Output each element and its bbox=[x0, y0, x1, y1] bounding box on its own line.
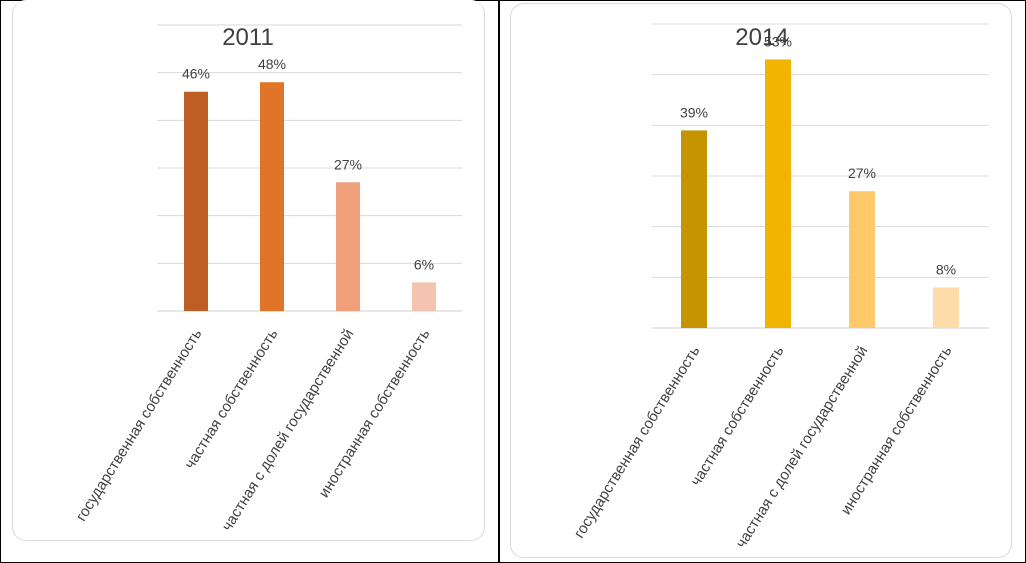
data-label: 53% bbox=[764, 33, 792, 49]
category-tick-label: государственная собственность bbox=[571, 343, 704, 541]
chart-card-2011 bbox=[12, 0, 485, 541]
bar bbox=[260, 82, 284, 311]
category-tick-label: частная с долей государственной bbox=[219, 326, 358, 534]
data-label: 27% bbox=[334, 156, 362, 172]
bar bbox=[412, 282, 436, 311]
bar bbox=[765, 59, 791, 328]
chart-card-2014 bbox=[510, 3, 1012, 558]
data-label: 8% bbox=[936, 261, 956, 277]
chart-2014: 39% государственная собственность 53% частн… bbox=[571, 23, 989, 551]
data-label: 48% bbox=[258, 56, 286, 72]
data-label: 39% bbox=[680, 104, 708, 120]
bar bbox=[933, 287, 959, 328]
bar bbox=[336, 182, 360, 311]
category-tick-label: частная собственность bbox=[687, 343, 787, 489]
data-label: 46% bbox=[182, 66, 210, 82]
bar bbox=[681, 130, 707, 328]
chart-title: 2014 bbox=[735, 24, 788, 51]
data-label: 27% bbox=[848, 165, 876, 181]
category-tick-label: государственная собственность bbox=[73, 326, 206, 524]
panel-divider bbox=[498, 0, 500, 563]
bar bbox=[849, 191, 875, 328]
chart-2011: 46% государственная собственность 48% частн… bbox=[73, 24, 462, 534]
chart-title: 2011 bbox=[222, 24, 274, 51]
bar bbox=[184, 91, 208, 311]
data-label: 6% bbox=[414, 256, 434, 272]
